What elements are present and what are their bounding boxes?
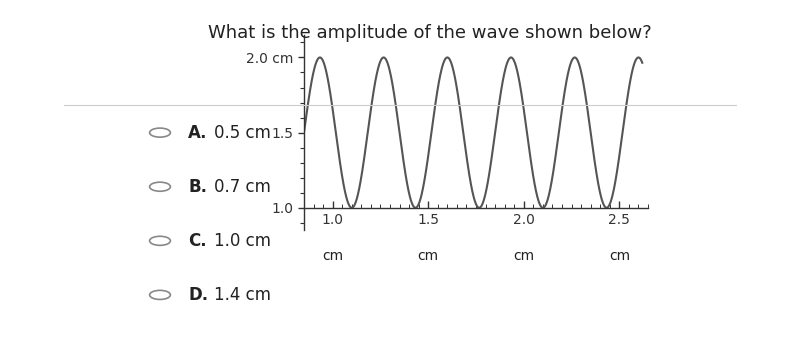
Text: cm: cm	[322, 250, 343, 263]
Text: D.: D.	[188, 286, 208, 304]
Text: 1.4 cm: 1.4 cm	[214, 286, 271, 304]
Text: 1.0 cm: 1.0 cm	[214, 232, 271, 250]
Text: A.: A.	[188, 124, 207, 142]
Text: What is the amplitude of the wave shown below?: What is the amplitude of the wave shown …	[208, 24, 652, 43]
Text: 0.5 cm: 0.5 cm	[214, 124, 271, 142]
Text: cm: cm	[514, 250, 534, 263]
Text: 0.7 cm: 0.7 cm	[214, 178, 271, 196]
Text: C.: C.	[188, 232, 206, 250]
Text: cm: cm	[418, 250, 438, 263]
Text: B.: B.	[188, 178, 207, 196]
Text: cm: cm	[609, 250, 630, 263]
